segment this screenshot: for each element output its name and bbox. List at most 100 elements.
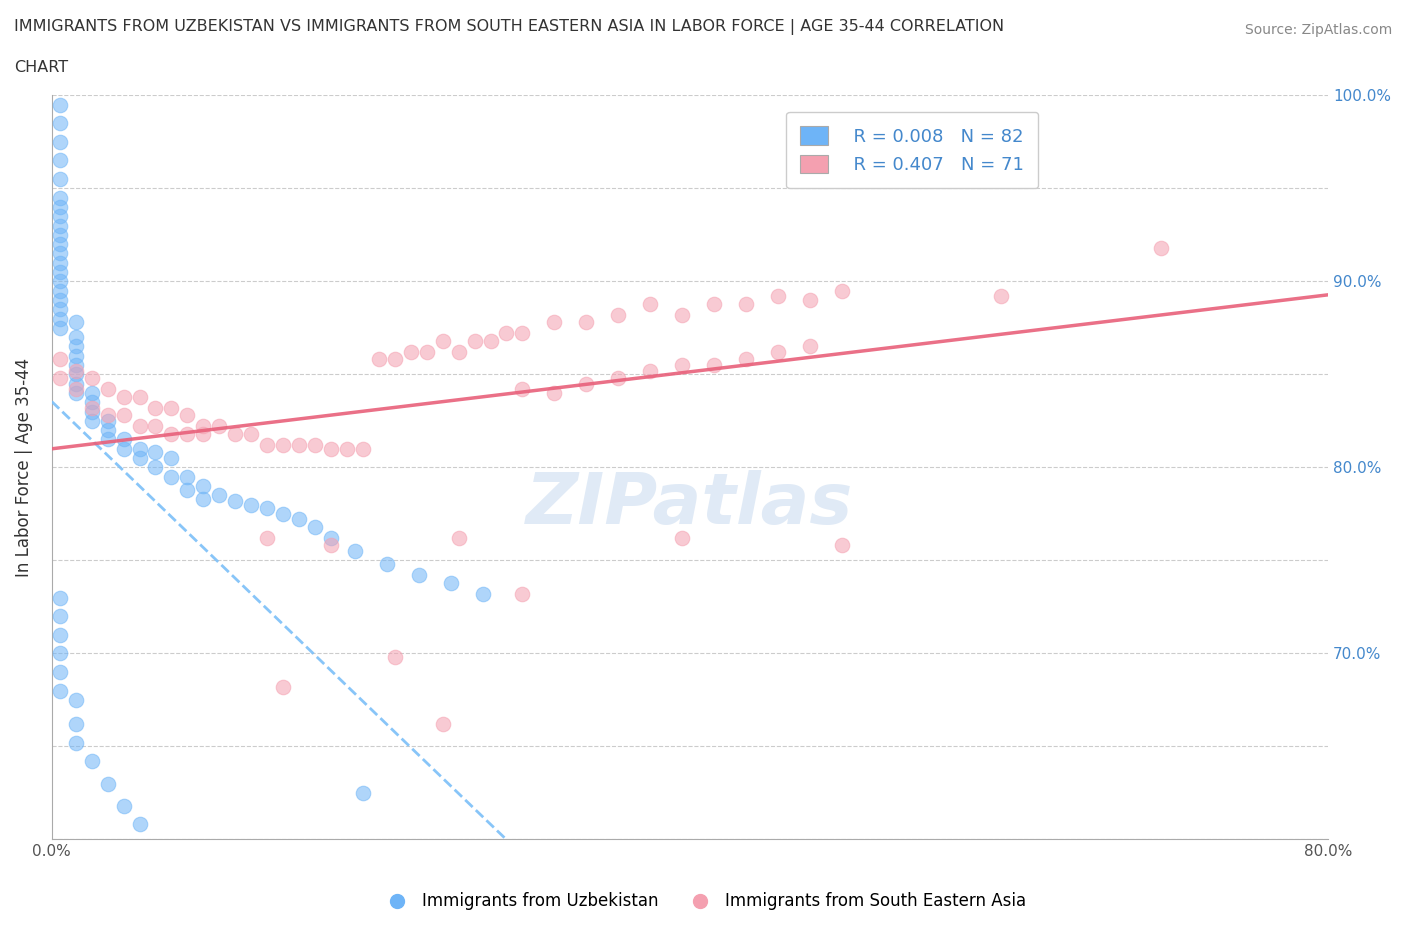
Point xyxy=(97,423,120,438)
Point xyxy=(97,382,120,397)
Point xyxy=(80,386,103,401)
Point xyxy=(48,302,70,317)
Point xyxy=(65,717,87,732)
Point xyxy=(80,414,103,429)
Point xyxy=(160,866,183,881)
Point xyxy=(256,438,278,453)
Point xyxy=(464,334,486,349)
Point xyxy=(48,153,70,168)
Point xyxy=(193,427,215,442)
Point xyxy=(48,98,70,113)
Point xyxy=(160,401,183,416)
Point xyxy=(48,116,70,131)
Point xyxy=(128,817,150,832)
Point xyxy=(1149,241,1171,256)
Point xyxy=(65,693,87,708)
Point xyxy=(48,609,70,624)
Point xyxy=(432,334,454,349)
Point xyxy=(512,382,534,397)
Text: IMMIGRANTS FROM UZBEKISTAN VS IMMIGRANTS FROM SOUTH EASTERN ASIA IN LABOR FORCE : IMMIGRANTS FROM UZBEKISTAN VS IMMIGRANTS… xyxy=(14,19,1004,34)
Point xyxy=(224,929,246,930)
Point xyxy=(145,842,167,857)
Point xyxy=(288,438,311,453)
Point xyxy=(145,460,167,475)
Point xyxy=(439,576,461,591)
Point xyxy=(48,135,70,150)
Point xyxy=(471,587,494,602)
Point xyxy=(193,907,215,922)
Point xyxy=(80,395,103,410)
Point xyxy=(48,591,70,605)
Point xyxy=(831,284,853,299)
Point xyxy=(288,512,311,527)
Point xyxy=(543,386,565,401)
Point xyxy=(65,349,87,364)
Point xyxy=(343,544,366,559)
Point xyxy=(799,293,821,308)
Point xyxy=(160,427,183,442)
Text: ZIPatlas: ZIPatlas xyxy=(526,470,853,539)
Point xyxy=(97,408,120,423)
Point xyxy=(319,531,342,546)
Point xyxy=(80,371,103,386)
Point xyxy=(575,377,598,392)
Point xyxy=(48,274,70,289)
Point xyxy=(495,326,517,341)
Point xyxy=(145,401,167,416)
Point xyxy=(208,488,231,503)
Point xyxy=(831,538,853,553)
Point xyxy=(48,246,70,261)
Point xyxy=(271,680,294,695)
Point xyxy=(65,315,87,330)
Point xyxy=(48,209,70,224)
Point xyxy=(128,419,150,434)
Point xyxy=(512,587,534,602)
Point xyxy=(65,364,87,379)
Point xyxy=(97,414,120,429)
Point xyxy=(65,377,87,392)
Point xyxy=(176,483,198,498)
Point xyxy=(384,650,406,665)
Point xyxy=(734,297,756,312)
Point xyxy=(176,427,198,442)
Point xyxy=(48,256,70,271)
Point xyxy=(176,470,198,485)
Point xyxy=(48,352,70,367)
Point xyxy=(256,531,278,546)
Point xyxy=(734,352,756,367)
Point xyxy=(65,330,87,345)
Legend: Immigrants from Uzbekistan, Immigrants from South Eastern Asia: Immigrants from Uzbekistan, Immigrants f… xyxy=(374,885,1032,917)
Point xyxy=(97,432,120,447)
Point xyxy=(512,326,534,341)
Point xyxy=(176,884,198,899)
Point xyxy=(607,371,630,386)
Point xyxy=(375,557,398,572)
Text: CHART: CHART xyxy=(14,60,67,75)
Point xyxy=(128,442,150,457)
Point xyxy=(384,352,406,367)
Point xyxy=(193,492,215,507)
Point xyxy=(65,358,87,373)
Point xyxy=(319,442,342,457)
Point xyxy=(193,419,215,434)
Point xyxy=(112,799,135,814)
Point xyxy=(415,345,437,360)
Point xyxy=(432,717,454,732)
Point xyxy=(479,334,502,349)
Point xyxy=(160,470,183,485)
Point xyxy=(48,284,70,299)
Point xyxy=(304,438,326,453)
Point xyxy=(638,364,661,379)
Point xyxy=(766,289,789,304)
Point xyxy=(408,568,430,583)
Point xyxy=(48,646,70,661)
Point xyxy=(48,200,70,215)
Point xyxy=(543,315,565,330)
Point xyxy=(271,438,294,453)
Point xyxy=(48,265,70,280)
Y-axis label: In Labor Force | Age 35-44: In Labor Force | Age 35-44 xyxy=(15,358,32,577)
Point xyxy=(193,479,215,494)
Point xyxy=(48,293,70,308)
Point xyxy=(48,312,70,326)
Point xyxy=(575,315,598,330)
